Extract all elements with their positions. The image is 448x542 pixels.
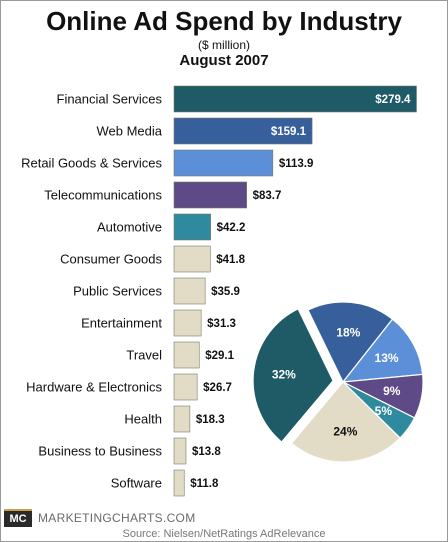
- category-label: Entertainment: [81, 316, 162, 331]
- bar: [173, 405, 191, 433]
- bar: [173, 213, 211, 241]
- bar-value-label: $113.9: [279, 158, 314, 170]
- category-label: Hardware & Electronics: [26, 380, 162, 395]
- chart-period: August 2007: [179, 52, 269, 69]
- category-label: Public Services: [73, 284, 162, 299]
- pie-slice-label: 13%: [375, 351, 399, 365]
- chart-subtitle: ($ million): [197, 38, 250, 52]
- brand-name: MARKETINGCHARTS.COM: [38, 511, 196, 525]
- chart-title: Online Ad Spend by Industry: [46, 6, 402, 36]
- bar-value-label: $11.8: [190, 478, 219, 490]
- chart-canvas: Financial Services $279.4 Web Media $159.1 R…: [21, 85, 424, 497]
- category-label: Health: [124, 412, 162, 427]
- bar-value-label: $35.9: [211, 286, 240, 298]
- category-label: Consumer Goods: [60, 252, 162, 267]
- category-label: Business to Business: [38, 444, 162, 459]
- bar-chart: Financial Services $279.4 Web Media $159.1 R…: [21, 85, 417, 497]
- category-label: Financial Services: [57, 92, 163, 107]
- pie-slice: [307, 301, 394, 384]
- pie-slice-label: 5%: [375, 404, 393, 418]
- pie-slice-label: 9%: [383, 384, 401, 398]
- bar-value-label: $42.2: [217, 222, 246, 234]
- pie-slice-label: 32%: [272, 368, 296, 382]
- bar-value-label: $279.4: [375, 94, 411, 106]
- mc-logo: MC: [4, 509, 32, 527]
- bar-value-label: $29.1: [205, 350, 234, 362]
- bar: [173, 277, 206, 305]
- category-label: Telecommunications: [44, 188, 162, 203]
- pie-slice-label: 18%: [336, 326, 360, 340]
- category-label: Software: [111, 476, 162, 491]
- bar: [173, 309, 202, 337]
- bar-value-label: $159.1: [271, 126, 307, 138]
- bar-value-label: $13.8: [192, 446, 221, 458]
- bar: [173, 85, 417, 113]
- source-note: Source: Nielsen/NetRatings AdRelevance: [122, 528, 326, 540]
- pie-slice-label: 24%: [333, 425, 357, 439]
- category-label: Web Media: [96, 124, 162, 139]
- bar: [173, 149, 274, 177]
- pie-chart: 32% 18% 13% 9% 5% 24%: [252, 301, 424, 463]
- bar: [173, 341, 200, 369]
- pie-slice: [252, 308, 334, 443]
- bar-value-label: $41.8: [216, 254, 245, 266]
- pie-slice: [341, 318, 424, 383]
- bar: [173, 117, 313, 145]
- bar: [173, 469, 185, 497]
- footer: MC MARKETINGCHARTS.COM: [4, 509, 196, 527]
- category-label: Retail Goods & Services: [21, 156, 162, 171]
- bar: [173, 181, 247, 209]
- category-label: Travel: [126, 348, 162, 363]
- bar: [173, 437, 187, 465]
- bar-value-label: $26.7: [203, 382, 232, 394]
- bar-value-label: $83.7: [253, 190, 282, 202]
- bar-value-label: $31.3: [207, 318, 236, 330]
- bar-value-label: $18.3: [196, 414, 225, 426]
- bar: [173, 373, 198, 401]
- bar: [173, 245, 211, 273]
- pie-slice: [290, 381, 401, 463]
- category-label: Automotive: [97, 220, 162, 235]
